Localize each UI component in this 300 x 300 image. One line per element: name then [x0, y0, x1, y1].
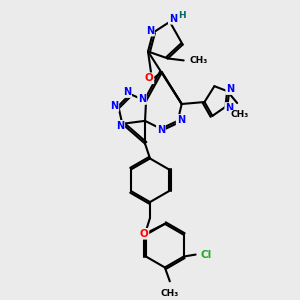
Text: CH₃: CH₃: [230, 110, 248, 119]
Text: N: N: [225, 103, 233, 113]
Text: O: O: [140, 229, 148, 239]
Text: N: N: [110, 101, 118, 111]
Text: N: N: [146, 26, 154, 36]
Text: N: N: [177, 115, 185, 125]
Text: H: H: [178, 11, 185, 20]
Text: N: N: [169, 14, 177, 24]
Text: CH₃: CH₃: [190, 56, 208, 65]
Text: N: N: [123, 87, 131, 97]
Text: O: O: [145, 73, 153, 83]
Text: Cl: Cl: [201, 250, 212, 260]
Text: N: N: [116, 121, 124, 131]
Text: N: N: [138, 94, 146, 104]
Text: CH₃: CH₃: [161, 289, 179, 298]
Text: N: N: [226, 84, 234, 94]
Text: N: N: [157, 125, 165, 135]
